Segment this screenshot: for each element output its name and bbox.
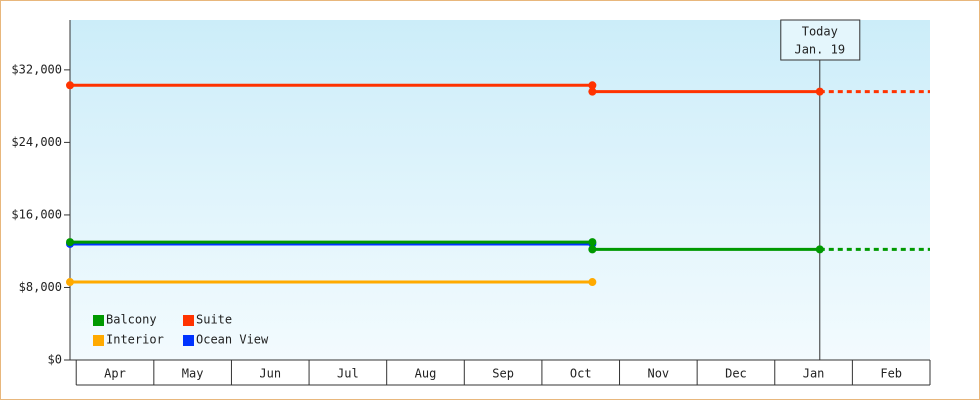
x-tick-label: Sep [492,367,514,381]
data-point [815,87,824,96]
x-tick-label: Jan [803,367,825,381]
data-point [815,245,824,254]
today-label: Today [802,25,838,39]
legend-label: Balcony [106,313,157,327]
legend-swatch [183,315,194,326]
legend-label: Ocean View [196,333,269,347]
legend-swatch [93,315,104,326]
data-point [588,245,597,254]
data-point [588,87,597,96]
y-tick-label: $16,000 [11,207,62,221]
legend-label: Interior [106,333,164,347]
y-tick-label: $32,000 [11,62,62,76]
y-tick-label: $0 [48,353,62,367]
x-tick-label: Apr [104,367,126,381]
x-tick-label: Aug [415,367,437,381]
data-point [588,81,597,90]
data-point [588,238,597,247]
data-point [588,278,597,287]
x-tick-label: Jul [337,367,359,381]
x-tick-label: Feb [880,367,902,381]
data-point [66,238,74,247]
data-point [66,81,74,90]
today-box [780,19,861,61]
x-tick-label: Jun [259,367,281,381]
x-tick-label: Nov [647,367,669,381]
x-tick-label: Oct [570,367,592,381]
plot-area [70,20,930,360]
data-point [66,278,74,287]
legend-swatch [93,335,104,346]
x-tick-label: Dec [725,367,747,381]
today-date: Jan. 19 [794,43,845,57]
y-tick-label: $8,000 [19,280,62,294]
legend-swatch [183,335,194,346]
x-tick-label: May [182,367,204,381]
y-tick-label: $24,000 [11,135,62,149]
legend-label: Suite [196,313,232,327]
